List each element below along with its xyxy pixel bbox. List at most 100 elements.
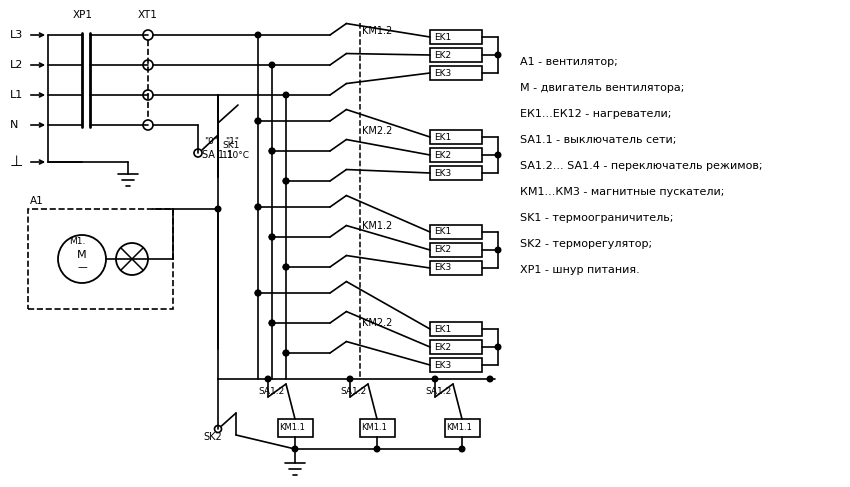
Circle shape (255, 204, 261, 210)
Circle shape (215, 206, 221, 212)
Circle shape (255, 204, 261, 210)
Bar (445, 419, 480, 437)
Text: EK1: EK1 (434, 132, 451, 142)
Bar (430, 225, 482, 239)
Bar (430, 261, 482, 275)
Circle shape (432, 376, 438, 382)
Text: KM2.2: KM2.2 (362, 318, 393, 328)
Circle shape (347, 376, 353, 382)
Circle shape (283, 350, 289, 356)
Bar (430, 66, 482, 80)
Text: EK2: EK2 (434, 245, 451, 255)
Bar (430, 322, 482, 336)
Circle shape (283, 178, 289, 184)
Text: SA1.2: SA1.2 (258, 387, 284, 395)
Circle shape (269, 234, 275, 240)
Text: SA1.2: SA1.2 (425, 387, 451, 395)
Circle shape (255, 118, 261, 124)
Circle shape (487, 376, 493, 382)
Text: KM2.2: KM2.2 (362, 126, 393, 136)
Text: —: — (77, 262, 87, 272)
Text: SK1: SK1 (222, 141, 240, 150)
Circle shape (269, 148, 275, 154)
Text: KM1.2: KM1.2 (362, 221, 392, 231)
Circle shape (255, 290, 261, 296)
Circle shape (214, 426, 222, 432)
Text: SK2: SK2 (203, 432, 222, 442)
Circle shape (255, 290, 261, 296)
Circle shape (143, 30, 153, 40)
Circle shape (283, 178, 289, 184)
Text: EK1: EK1 (434, 33, 451, 41)
Circle shape (255, 32, 261, 38)
Text: EK3: EK3 (434, 360, 451, 370)
Text: EK2: EK2 (434, 150, 451, 160)
Circle shape (283, 350, 289, 356)
Text: SA 1.1: SA 1.1 (202, 150, 233, 160)
Text: ⊥: ⊥ (10, 153, 23, 169)
Circle shape (143, 60, 153, 70)
Circle shape (269, 320, 275, 326)
Text: L3: L3 (10, 30, 23, 40)
Circle shape (265, 376, 271, 382)
Text: KM1.1: KM1.1 (361, 424, 387, 432)
Text: L2: L2 (10, 60, 23, 70)
Text: EK3: EK3 (434, 169, 451, 177)
Text: A1 - вентилятор;: A1 - вентилятор; (520, 57, 618, 67)
Text: КМ1...КМ3 - магнитные пускатели;: КМ1...КМ3 - магнитные пускатели; (520, 187, 724, 197)
Text: N: N (10, 120, 19, 130)
Circle shape (292, 446, 298, 452)
Text: A1: A1 (30, 196, 43, 206)
Text: ХР1 - шнур питания.: ХР1 - шнур питания. (520, 265, 640, 275)
Circle shape (496, 344, 501, 350)
Circle shape (269, 234, 275, 240)
Text: KM1.1: KM1.1 (446, 424, 472, 432)
Text: M: M (77, 250, 87, 260)
Circle shape (194, 149, 202, 157)
Text: M1.: M1. (69, 238, 85, 246)
Circle shape (496, 247, 501, 253)
Circle shape (283, 264, 289, 270)
Text: EK2: EK2 (434, 342, 451, 352)
Circle shape (255, 118, 261, 124)
Circle shape (374, 446, 380, 452)
Text: SA1.2: SA1.2 (340, 387, 366, 395)
Text: L1: L1 (10, 90, 23, 100)
Circle shape (496, 52, 501, 58)
Text: SK2 - терморегулятор;: SK2 - терморегулятор; (520, 239, 652, 249)
Text: XP1: XP1 (73, 10, 93, 20)
Bar (430, 48, 482, 62)
Text: SA1.1 - выключатель сети;: SA1.1 - выключатель сети; (520, 135, 677, 145)
Bar (430, 340, 482, 354)
Circle shape (269, 62, 275, 68)
Bar (430, 148, 482, 162)
Circle shape (143, 90, 153, 100)
Bar (430, 130, 482, 144)
Circle shape (58, 235, 106, 283)
Bar (430, 166, 482, 180)
Text: KM1.1: KM1.1 (279, 424, 305, 432)
Circle shape (283, 264, 289, 270)
Bar (430, 243, 482, 257)
Circle shape (283, 92, 289, 98)
Text: SA1.2... SA1.4 - переключатель режимов;: SA1.2... SA1.4 - переключатель режимов; (520, 161, 762, 171)
Text: "0": "0" (204, 137, 218, 147)
Circle shape (496, 152, 501, 158)
Text: EK2: EK2 (434, 51, 451, 59)
Text: М - двигатель вентилятора;: М - двигатель вентилятора; (520, 83, 684, 93)
Text: "1": "1" (225, 137, 239, 147)
Bar (278, 419, 313, 437)
Circle shape (143, 120, 153, 130)
Text: 110°C: 110°C (222, 151, 250, 161)
Circle shape (269, 148, 275, 154)
Text: XT1: XT1 (138, 10, 158, 20)
Bar (360, 419, 395, 437)
Text: EK1: EK1 (434, 227, 451, 237)
Text: EK3: EK3 (434, 263, 451, 273)
Text: KM1.2: KM1.2 (362, 26, 392, 36)
Bar (430, 30, 482, 44)
Circle shape (269, 320, 275, 326)
Circle shape (459, 446, 465, 452)
Bar (430, 358, 482, 372)
Bar (28, 209, 173, 309)
